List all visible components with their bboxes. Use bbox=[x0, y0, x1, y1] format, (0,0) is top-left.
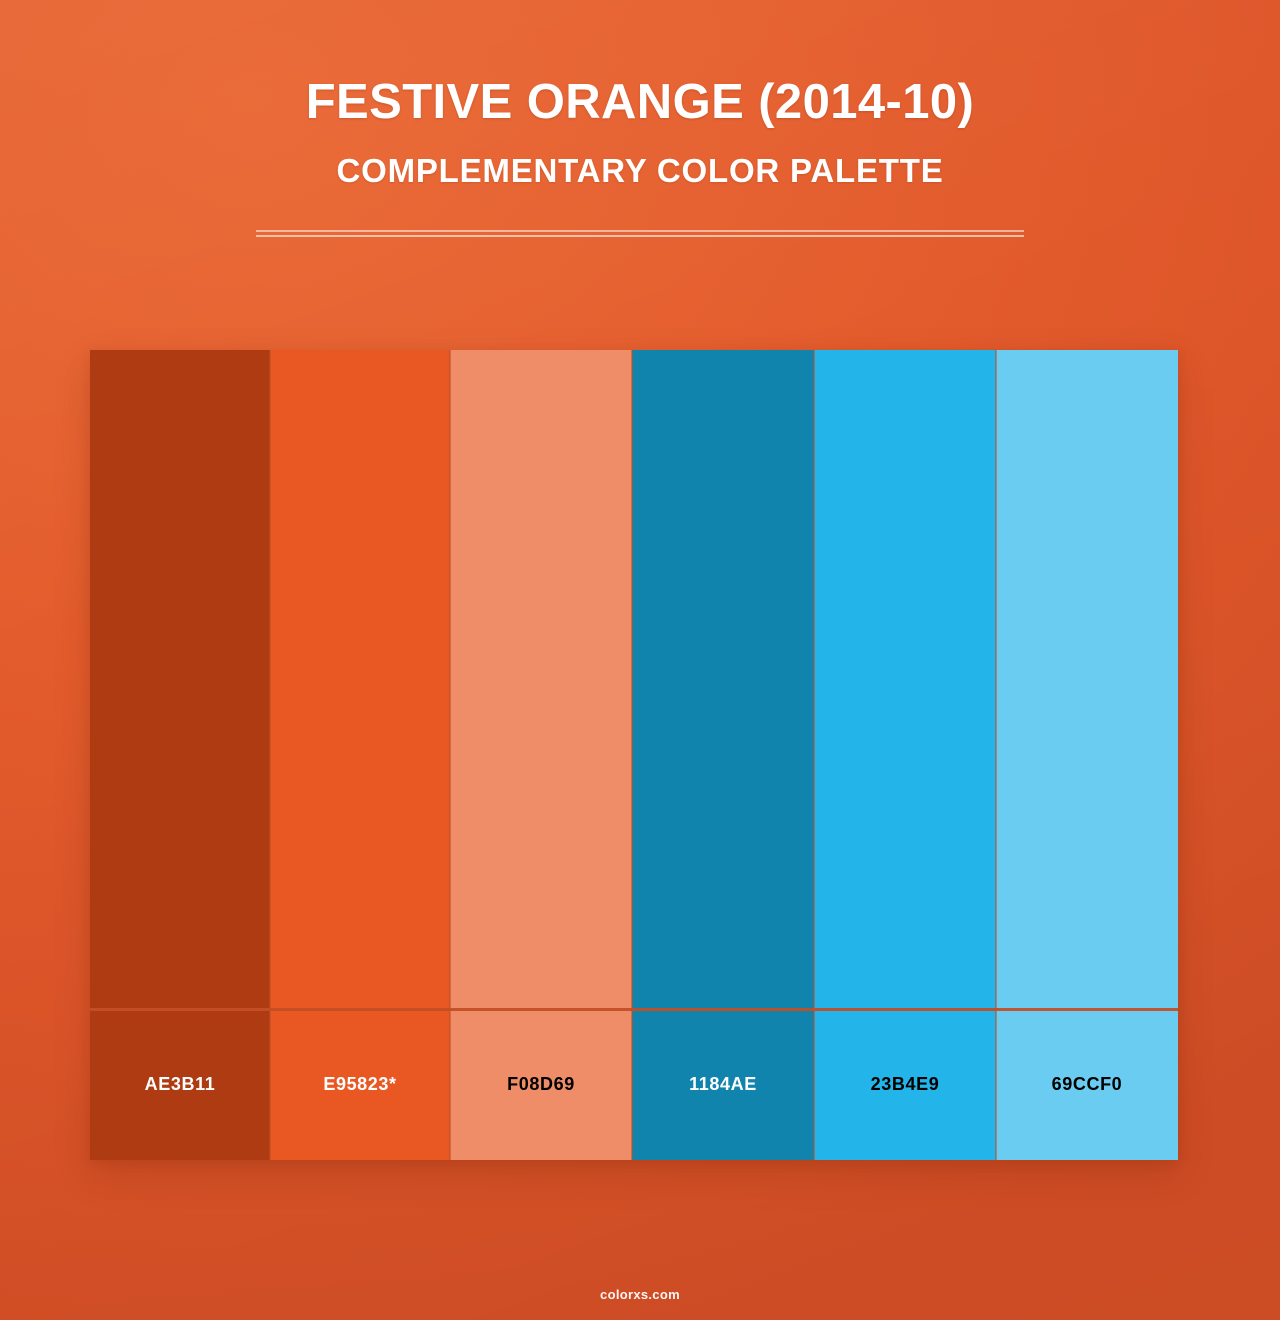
color-swatch-E95823[interactable]: E95823* bbox=[270, 350, 450, 1160]
swatch-hex-label: E95823* bbox=[323, 1073, 397, 1094]
color-swatch-1184AE[interactable]: 1184AE bbox=[632, 350, 814, 1160]
color-swatch-F08D69[interactable]: F08D69 bbox=[450, 350, 632, 1160]
swatch-hex-label: 1184AE bbox=[689, 1073, 757, 1094]
site-credit: colorxs.com bbox=[600, 1287, 680, 1302]
swatch-hex-label: F08D69 bbox=[507, 1073, 575, 1094]
swatch-color-area bbox=[996, 350, 1178, 1008]
color-swatch-AE3B11[interactable]: AE3B11 bbox=[90, 350, 270, 1160]
swatch-color-area bbox=[90, 350, 270, 1008]
divider-rule-top bbox=[256, 230, 1024, 232]
swatch-label-area: 23B4E9 bbox=[814, 1008, 996, 1160]
color-swatch-23B4E9[interactable]: 23B4E9 bbox=[814, 350, 996, 1160]
swatch-color-area bbox=[632, 350, 814, 1008]
swatch-label-area: 1184AE bbox=[632, 1008, 814, 1160]
footer: colorxs.com bbox=[0, 1286, 1280, 1304]
page-title: FESTIVE ORANGE (2014-10) bbox=[305, 75, 975, 129]
swatch-label-area: F08D69 bbox=[450, 1008, 632, 1160]
header-divider bbox=[256, 230, 1024, 238]
swatch-color-area bbox=[814, 350, 996, 1008]
header: FESTIVE ORANGE (2014-10) COMPLEMENTARY C… bbox=[0, 0, 1280, 191]
divider-rule-bottom bbox=[256, 235, 1024, 237]
swatch-color-area bbox=[270, 350, 450, 1008]
swatch-label-area: E95823* bbox=[270, 1008, 450, 1160]
page-subtitle: COMPLEMENTARY COLOR PALETTE bbox=[336, 152, 944, 189]
swatch-hex-label: AE3B11 bbox=[144, 1073, 216, 1094]
color-palette-block: AE3B11 E95823* F08D69 1184AE 23B4E9 69CCF0 bbox=[90, 350, 1178, 1160]
color-swatch-69CCF0[interactable]: 69CCF0 bbox=[996, 350, 1178, 1160]
swatch-hex-label: 69CCF0 bbox=[1051, 1073, 1123, 1094]
swatch-color-area bbox=[450, 350, 632, 1008]
swatch-hex-label: 23B4E9 bbox=[870, 1073, 940, 1094]
swatch-label-area: 69CCF0 bbox=[996, 1008, 1178, 1160]
swatch-label-area: AE3B11 bbox=[90, 1008, 270, 1160]
